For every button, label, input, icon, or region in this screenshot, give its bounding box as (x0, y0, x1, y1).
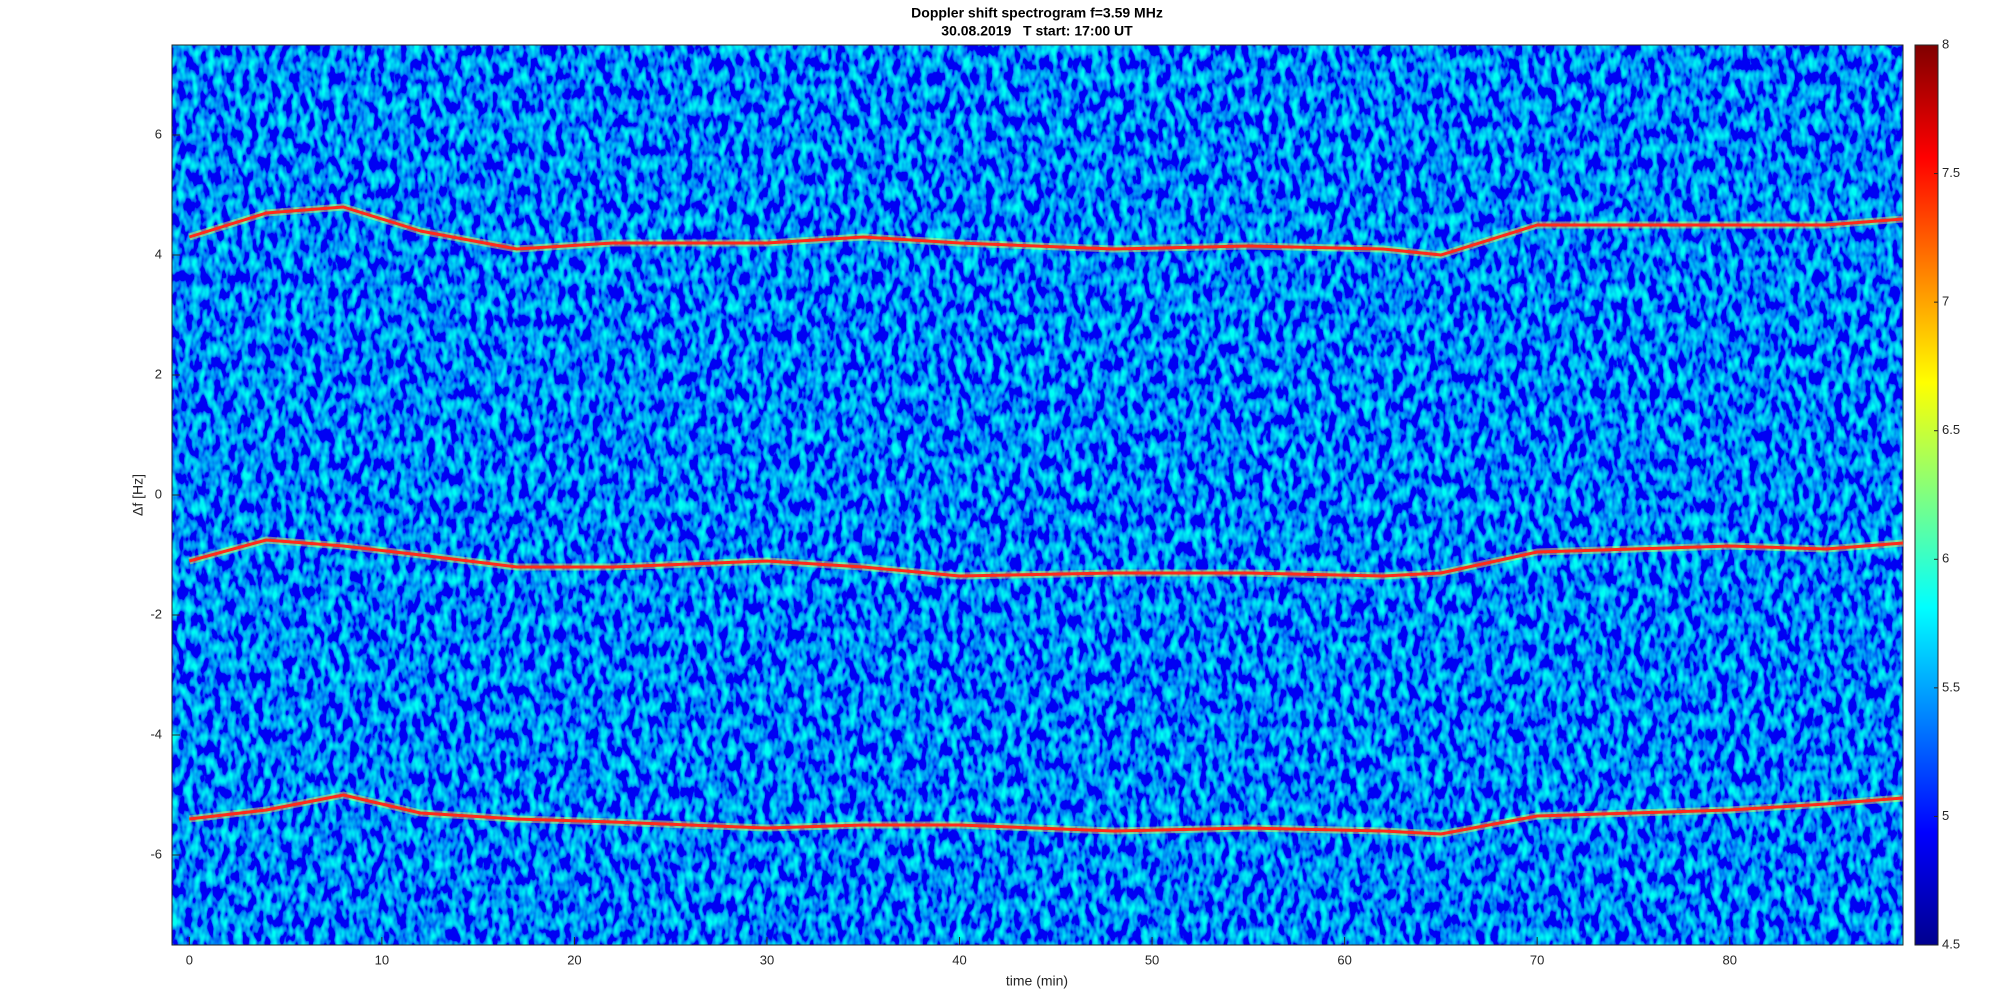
trace (188, 538, 1904, 578)
y-tick-label: 0 (155, 486, 162, 501)
colorbar-tick-label: 6 (1942, 551, 1949, 566)
colorbar-tick-label: 4.5 (1942, 936, 1960, 951)
x-tick-label: 30 (760, 952, 774, 967)
y-tick-label: -2 (150, 606, 162, 621)
colorbar-tick-label: 5 (1942, 808, 1949, 823)
colorbar (1914, 44, 1939, 946)
y-tick-label: -4 (150, 726, 162, 741)
x-tick-label: 80 (1722, 952, 1736, 967)
y-tick-label: -6 (150, 846, 162, 861)
colorbar-tick-label: 7.5 (1942, 165, 1960, 180)
colorbar-tick-label: 5.5 (1942, 679, 1960, 694)
y-axis-label: Δf [Hz] (130, 474, 146, 516)
x-tick-label: 10 (375, 952, 389, 967)
colorbar-tick-label: 6.5 (1942, 422, 1960, 437)
y-tick-label: 2 (155, 366, 162, 381)
spectrogram-texture (172, 45, 1903, 945)
chart-subtitle: 30.08.2019 T start: 17:00 UT (941, 23, 1133, 39)
x-tick-label: 0 (186, 952, 193, 967)
trace (189, 793, 1904, 836)
colorbar-tick-label: 7 (1942, 294, 1949, 309)
x-tick-label: 40 (952, 952, 966, 967)
colorbar-tick-label: 8 (1942, 36, 1949, 51)
trace (188, 205, 1904, 257)
x-tick-label: 70 (1530, 952, 1544, 967)
chart-title: Doppler shift spectrogram f=3.59 MHz (911, 5, 1163, 21)
x-tick-label: 20 (567, 952, 581, 967)
x-tick-label: 50 (1145, 952, 1159, 967)
x-tick-label: 60 (1337, 952, 1351, 967)
y-tick-label: 4 (155, 246, 162, 261)
y-tick-label: 6 (155, 126, 162, 141)
x-axis-label: time (min) (1006, 973, 1068, 989)
